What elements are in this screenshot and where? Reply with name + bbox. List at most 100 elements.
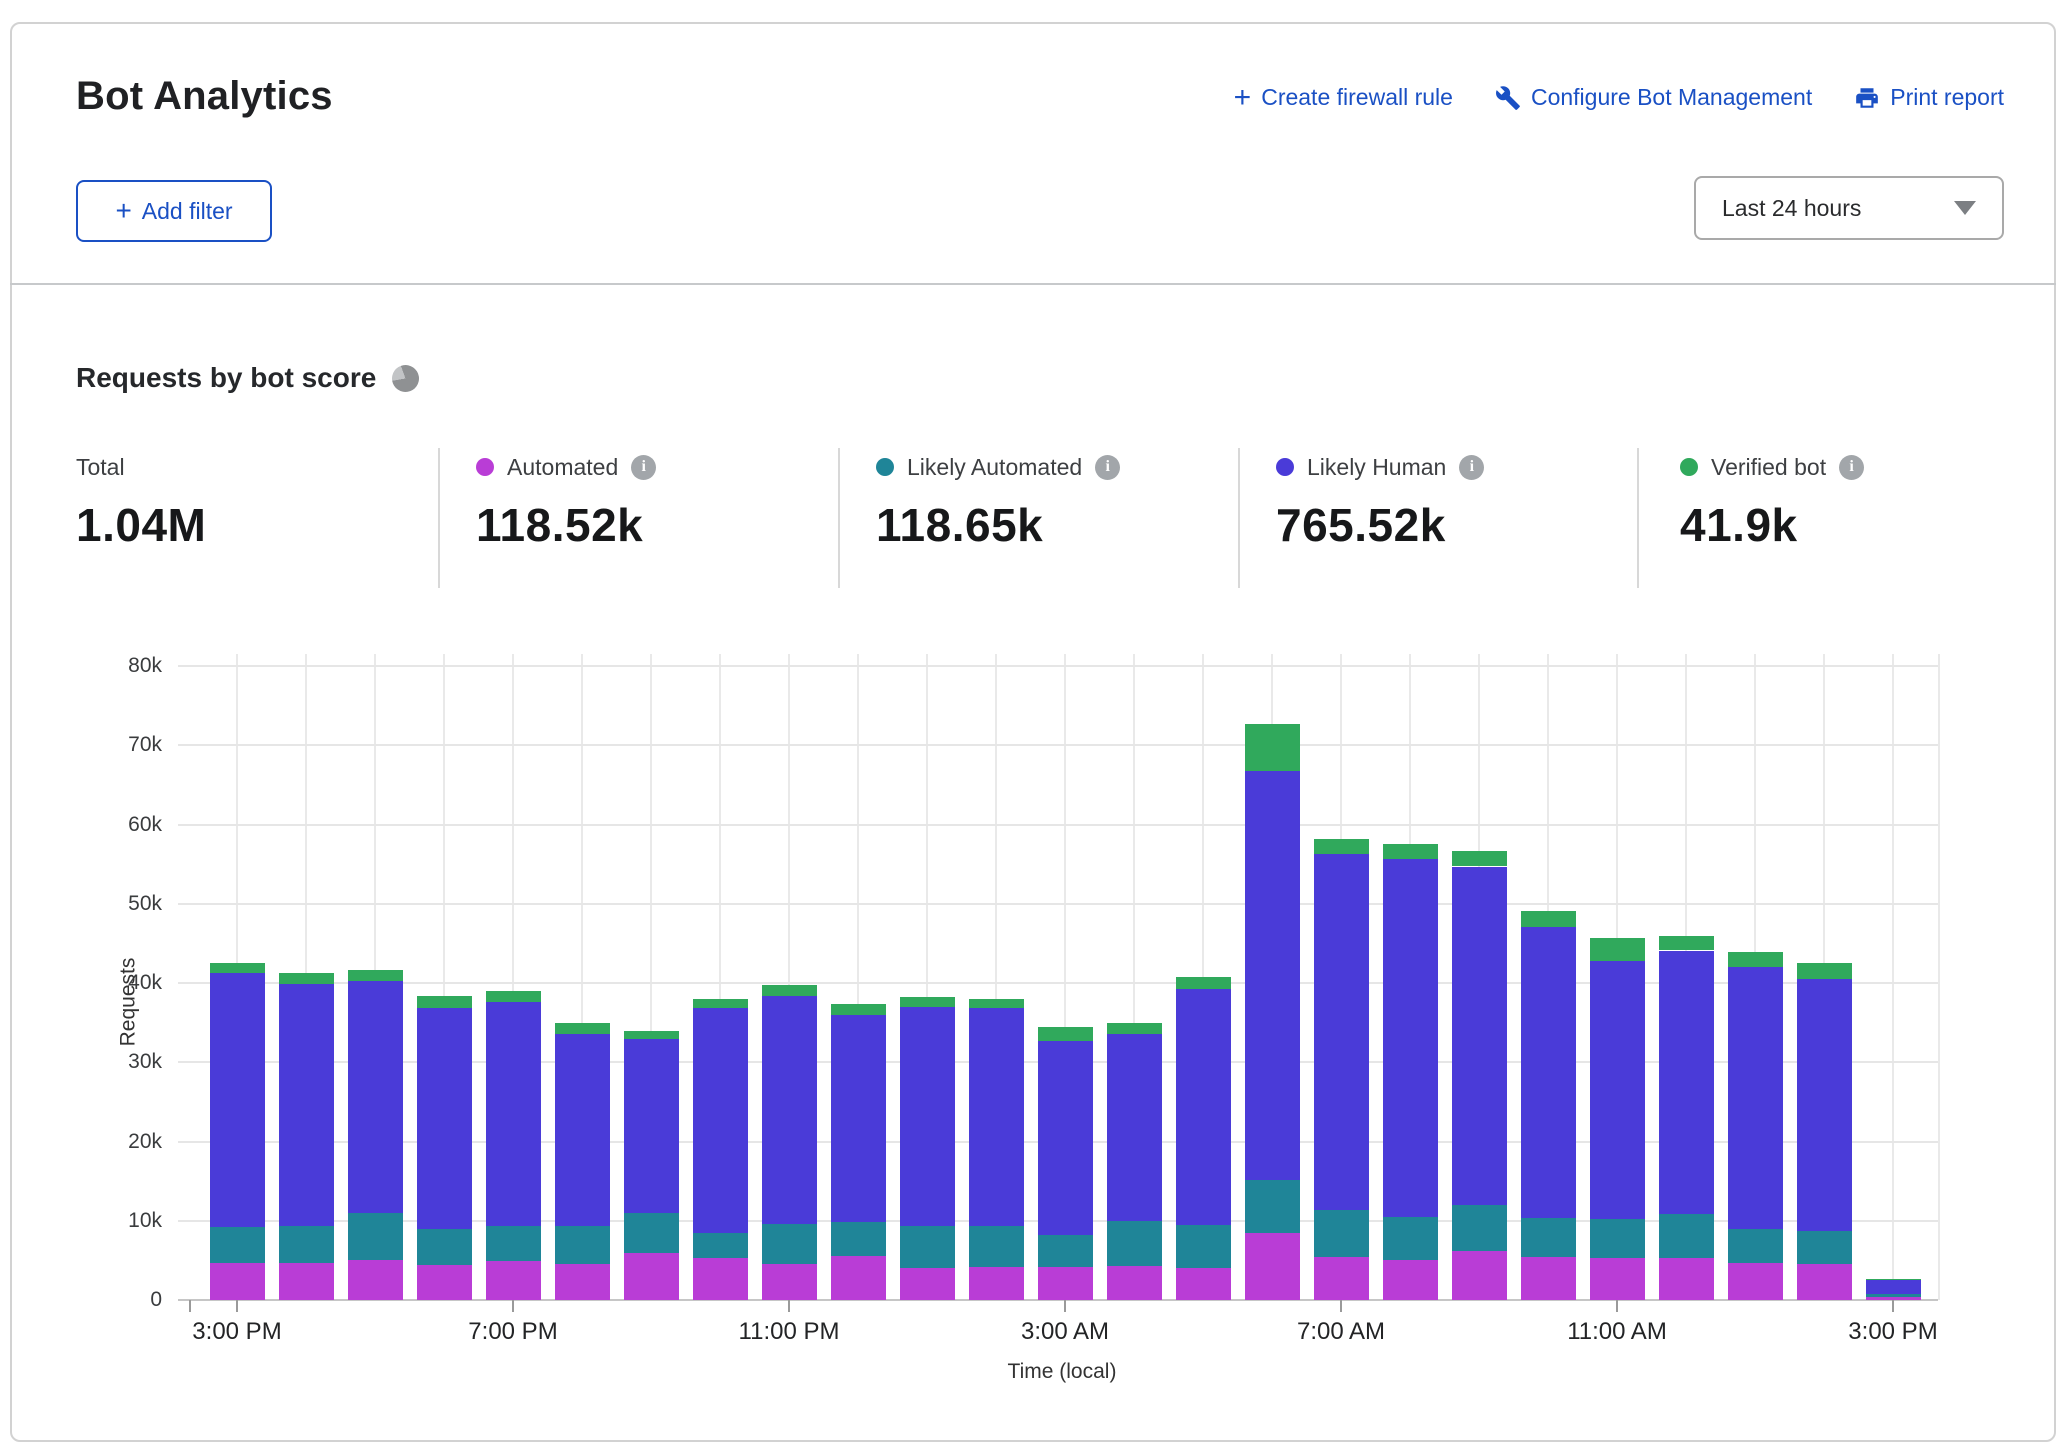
bar-segment-likely-human xyxy=(279,984,334,1227)
configure-bot-management-link[interactable]: Configure Bot Management xyxy=(1495,84,1812,111)
x-tick-label: 7:00 AM xyxy=(1297,1318,1385,1346)
print-report-link[interactable]: Print report xyxy=(1854,84,2004,111)
bar-segment-automated xyxy=(486,1261,541,1300)
bar-segment-likely-automated xyxy=(486,1226,541,1262)
bar-segment-likely-human xyxy=(1383,859,1438,1217)
likely-human-dot xyxy=(1276,458,1294,476)
bar-segment-verified-bot xyxy=(1590,938,1645,961)
create-firewall-rule-label: Create firewall rule xyxy=(1261,84,1453,111)
bar-segment-likely-automated xyxy=(555,1226,610,1264)
y-tick-label: 50k xyxy=(128,892,162,916)
bar-segment-automated xyxy=(1038,1267,1093,1300)
bar-segment-likely-automated xyxy=(1797,1231,1852,1263)
bar-segment-automated xyxy=(693,1258,748,1300)
bar-segment-likely-human xyxy=(1521,927,1576,1218)
info-icon[interactable]: i xyxy=(1839,455,1864,480)
add-filter-label: Add filter xyxy=(142,198,233,225)
bar-segment-likely-human xyxy=(693,1008,748,1232)
bar-segment-verified-bot xyxy=(1452,851,1507,866)
bar-segment-automated xyxy=(624,1253,679,1300)
bar-segment-verified-bot xyxy=(555,1023,610,1033)
bar-segment-likely-automated xyxy=(1452,1205,1507,1251)
bar-segment-likely-human xyxy=(1590,961,1645,1219)
bar-segment-automated xyxy=(210,1263,265,1300)
bar-segment-automated xyxy=(1797,1264,1852,1300)
bar-segment-likely-human xyxy=(1107,1034,1162,1221)
bar-segment-verified-bot xyxy=(1797,963,1852,979)
bar-segment-likely-automated xyxy=(1314,1210,1369,1257)
printer-icon xyxy=(1854,85,1880,111)
bar-segment-automated xyxy=(348,1260,403,1300)
print-report-label: Print report xyxy=(1890,84,2004,111)
x-axis-tick xyxy=(1064,1300,1066,1312)
plus-icon: + xyxy=(115,200,131,222)
bar-segment-likely-automated xyxy=(762,1224,817,1264)
stat-divider xyxy=(438,448,440,588)
bar-segment-likely-human xyxy=(1659,951,1714,1214)
stat-likely-human: Likely Human i 765.52k xyxy=(1276,452,1484,552)
stat-divider xyxy=(1637,448,1639,588)
bar-segment-likely-automated xyxy=(1590,1219,1645,1258)
bar-segment-verified-bot xyxy=(417,996,472,1008)
bar-segment-verified-bot xyxy=(279,973,334,983)
bar-segment-automated xyxy=(1452,1251,1507,1300)
stat-total-value: 1.04M xyxy=(76,498,206,552)
info-icon[interactable]: i xyxy=(1459,455,1484,480)
bar-segment-likely-human xyxy=(1452,867,1507,1205)
bar-segment-likely-human xyxy=(900,1007,955,1227)
bar-segment-likely-human xyxy=(1314,854,1369,1211)
bar-segment-likely-human xyxy=(1038,1041,1093,1235)
x-tick-label: 3:00 AM xyxy=(1021,1318,1109,1346)
bar-segment-likely-automated xyxy=(624,1213,679,1253)
configure-bot-management-label: Configure Bot Management xyxy=(1531,84,1812,111)
stat-verified-bot: Verified bot i 41.9k xyxy=(1680,452,1864,552)
x-axis-title: Time (local) xyxy=(1008,1360,1117,1384)
stat-automated-label: Automated xyxy=(507,454,618,481)
bar-segment-likely-automated xyxy=(1728,1229,1783,1263)
bar-segment-likely-automated xyxy=(210,1227,265,1263)
x-tick-label: 7:00 PM xyxy=(468,1318,557,1346)
bar-segment-likely-automated xyxy=(969,1226,1024,1267)
automated-dot xyxy=(476,458,494,476)
y-gridline xyxy=(178,665,1938,667)
bar-segment-likely-automated xyxy=(279,1226,334,1262)
bar-segment-likely-automated xyxy=(1383,1217,1438,1261)
bar-segment-automated xyxy=(1590,1258,1645,1300)
bar-segment-likely-human xyxy=(624,1039,679,1213)
info-icon[interactable]: i xyxy=(631,455,656,480)
bar-segment-verified-bot xyxy=(486,991,541,1002)
bar-segment-verified-bot xyxy=(831,1004,886,1014)
y-tick-label: 10k xyxy=(128,1209,162,1233)
stat-verified-bot-value: 41.9k xyxy=(1680,498,1864,552)
header-actions: + Create firewall rule Configure Bot Man… xyxy=(1234,84,2004,111)
bar-segment-automated xyxy=(279,1263,334,1300)
add-filter-button[interactable]: + Add filter xyxy=(76,180,272,242)
section-title: Requests by bot score xyxy=(76,362,376,394)
bar-segment-verified-bot xyxy=(1176,977,1231,988)
y-tick-label: 80k xyxy=(128,654,162,678)
bar-segment-likely-human xyxy=(831,1015,886,1222)
bar-segment-automated xyxy=(1176,1268,1231,1300)
y-gridline xyxy=(178,824,1938,826)
bar-segment-automated xyxy=(1245,1233,1300,1300)
time-range-dropdown[interactable]: Last 24 hours xyxy=(1694,176,2004,240)
bar-segment-verified-bot xyxy=(210,963,265,973)
bar-segment-likely-automated xyxy=(1107,1221,1162,1266)
x-tick-label: 11:00 PM xyxy=(739,1318,840,1346)
stat-verified-bot-label: Verified bot xyxy=(1711,454,1826,481)
y-tick-label: 60k xyxy=(128,813,162,837)
bar-segment-verified-bot xyxy=(969,999,1024,1009)
bar-segment-likely-human xyxy=(417,1008,472,1230)
bar-segment-likely-automated xyxy=(831,1222,886,1256)
create-firewall-rule-link[interactable]: + Create firewall rule xyxy=(1234,84,1453,111)
info-icon[interactable]: i xyxy=(1095,455,1120,480)
bar-segment-likely-human xyxy=(1866,1280,1921,1294)
x-gridline xyxy=(1892,654,1894,1300)
bar-segment-likely-automated xyxy=(417,1229,472,1265)
verified-bot-dot xyxy=(1680,458,1698,476)
stat-divider xyxy=(1238,448,1240,588)
x-axis-tick xyxy=(1340,1300,1342,1312)
bar-segment-automated xyxy=(1659,1258,1714,1300)
time-range-value: Last 24 hours xyxy=(1722,195,1954,222)
bar-segment-verified-bot xyxy=(1728,952,1783,967)
